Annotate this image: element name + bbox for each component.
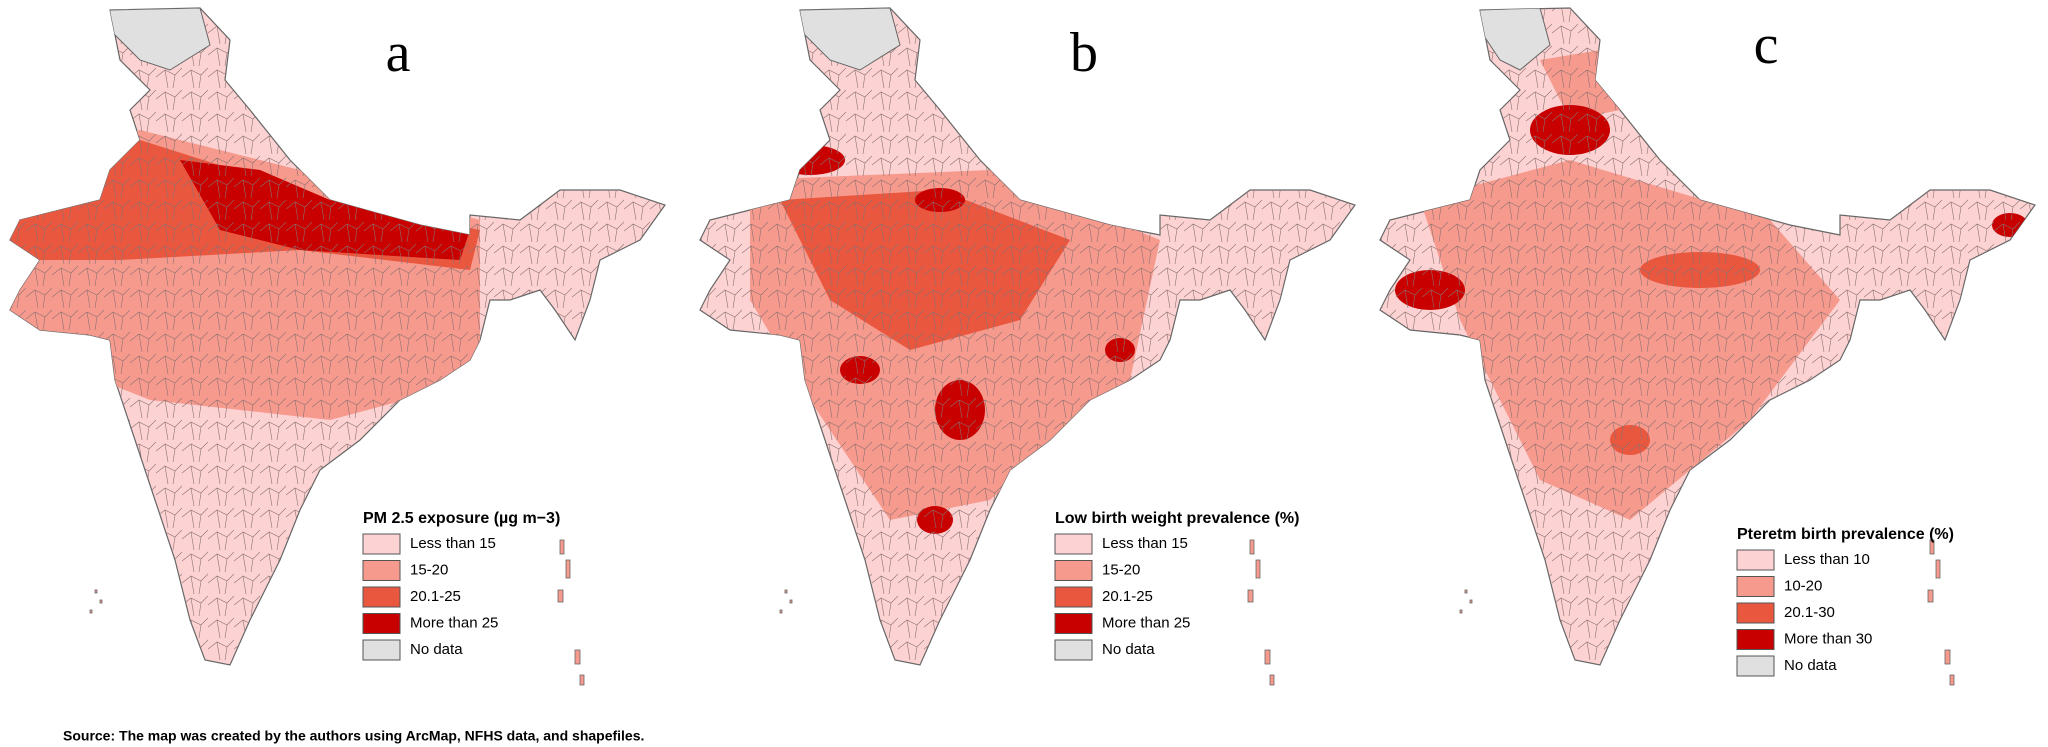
panel-label: c — [1754, 14, 1779, 76]
legend-swatch — [1736, 629, 1775, 650]
legend-label: 20.1-25 — [1102, 588, 1153, 605]
legend-label: No data — [1102, 641, 1155, 658]
legend-swatch — [1736, 602, 1775, 624]
legend-title: Low birth weight prevalence (%) — [1055, 510, 1299, 527]
legend-label: More than 25 — [1102, 614, 1190, 631]
legend-label: 10-20 — [1784, 577, 1822, 594]
legend-swatch — [362, 586, 401, 608]
panel-label: a — [386, 22, 411, 84]
legend-swatch — [1736, 549, 1775, 571]
legend-label: 15-20 — [410, 561, 448, 578]
panel-label: b — [1070, 22, 1098, 84]
legend-swatch — [1054, 533, 1093, 555]
legend-swatch — [1054, 613, 1093, 634]
legend-title: PM 2.5 exposure (µg m−3) — [363, 510, 560, 527]
legend-swatch — [1736, 576, 1775, 597]
legend-swatch — [362, 639, 401, 661]
source-note: Source: The map was created by the autho… — [63, 728, 644, 744]
map-b — [699, 7, 1356, 686]
legend-swatch — [1054, 639, 1093, 661]
legend-label: No data — [410, 641, 463, 658]
legend-label: 15-20 — [1102, 561, 1140, 578]
legend-swatch — [362, 613, 401, 634]
legend-label: More than 25 — [410, 614, 498, 631]
legend-swatch — [362, 560, 401, 581]
map-c — [1379, 7, 2036, 686]
legend-label: No data — [1784, 657, 1837, 674]
legend-swatch — [1054, 586, 1093, 608]
legend-label: 20.1-25 — [410, 588, 461, 605]
legend-label: 20.1-30 — [1784, 604, 1835, 621]
legend-swatch — [1054, 560, 1093, 581]
legend-label: More than 30 — [1784, 630, 1872, 647]
legend-label: Less than 15 — [410, 535, 496, 552]
legend-swatch — [362, 533, 401, 555]
legend-swatch — [1736, 655, 1775, 677]
map-a — [9, 7, 666, 686]
legend-label: Less than 15 — [1102, 535, 1188, 552]
legend-label: Less than 10 — [1784, 551, 1870, 568]
legend-title: Pteretm birth prevalence (%) — [1737, 526, 1954, 543]
